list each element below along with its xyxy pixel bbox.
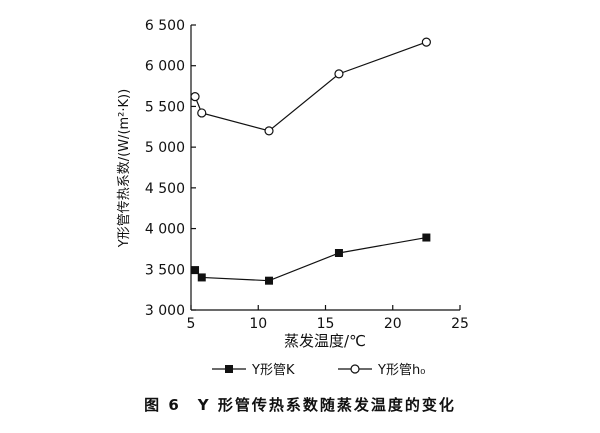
legend-label-k: Y形管K <box>251 363 295 378</box>
y-tick-label: 4 500 <box>145 181 185 197</box>
legend-item-h0: Y形管h₀ <box>338 363 425 378</box>
data-point-circle <box>334 69 344 79</box>
y-tick-label: 3 000 <box>145 303 185 319</box>
x-tick-label: 10 <box>249 316 267 332</box>
x-tick-label: 20 <box>384 316 402 332</box>
y-tick-label: 6 000 <box>145 59 185 75</box>
data-point-square <box>334 249 343 257</box>
y-axis-label: Y形管传热系数/(W/(m²·K)) <box>117 89 132 248</box>
x-tick-label: 25 <box>451 316 469 332</box>
legend-marker-h0 <box>350 364 360 374</box>
legend-marker-k <box>225 365 233 373</box>
legend-item-k: Y形管K <box>212 363 295 378</box>
y-tick-label: 6 500 <box>145 18 185 34</box>
y-tick-label: 5 500 <box>145 99 185 115</box>
y-tick-label: 3 500 <box>145 262 185 278</box>
series-line-0 <box>194 236 427 282</box>
chart: 3 000 3 500 4 000 4 500 5 000 5 500 6 000 6 500… <box>117 18 469 378</box>
data-point-square <box>191 266 200 275</box>
series-line-1 <box>194 41 427 132</box>
series-layer <box>190 37 431 285</box>
data-point-circle <box>190 92 200 102</box>
x-tick-label: 5 <box>187 316 196 332</box>
plot-area <box>190 25 460 311</box>
data-point-circle <box>264 126 274 136</box>
x-axis-label: 蒸发温度/℃ <box>284 332 366 350</box>
x-ticks: 5 10 15 20 25 <box>187 305 469 332</box>
legend-label-h0: Y形管h₀ <box>377 363 425 378</box>
y-tick-label: 5 000 <box>145 140 185 156</box>
figure-caption: 图 6 Y 形管传热系数随蒸发温度的变化 <box>144 396 456 414</box>
y-ticks: 3 000 3 500 4 000 4 500 5 000 5 500 6 000 6 500 <box>145 18 196 319</box>
data-point-square <box>197 273 206 282</box>
legend: Y形管K Y形管h₀ <box>212 363 425 378</box>
data-point-circle <box>197 108 207 118</box>
data-point-square <box>422 233 431 242</box>
x-tick-label: 15 <box>317 316 335 332</box>
data-point-square <box>265 276 274 285</box>
y-tick-label: 4 000 <box>145 222 185 238</box>
data-point-circle <box>421 37 431 47</box>
